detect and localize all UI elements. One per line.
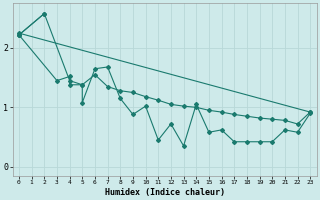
- X-axis label: Humidex (Indice chaleur): Humidex (Indice chaleur): [105, 188, 225, 197]
